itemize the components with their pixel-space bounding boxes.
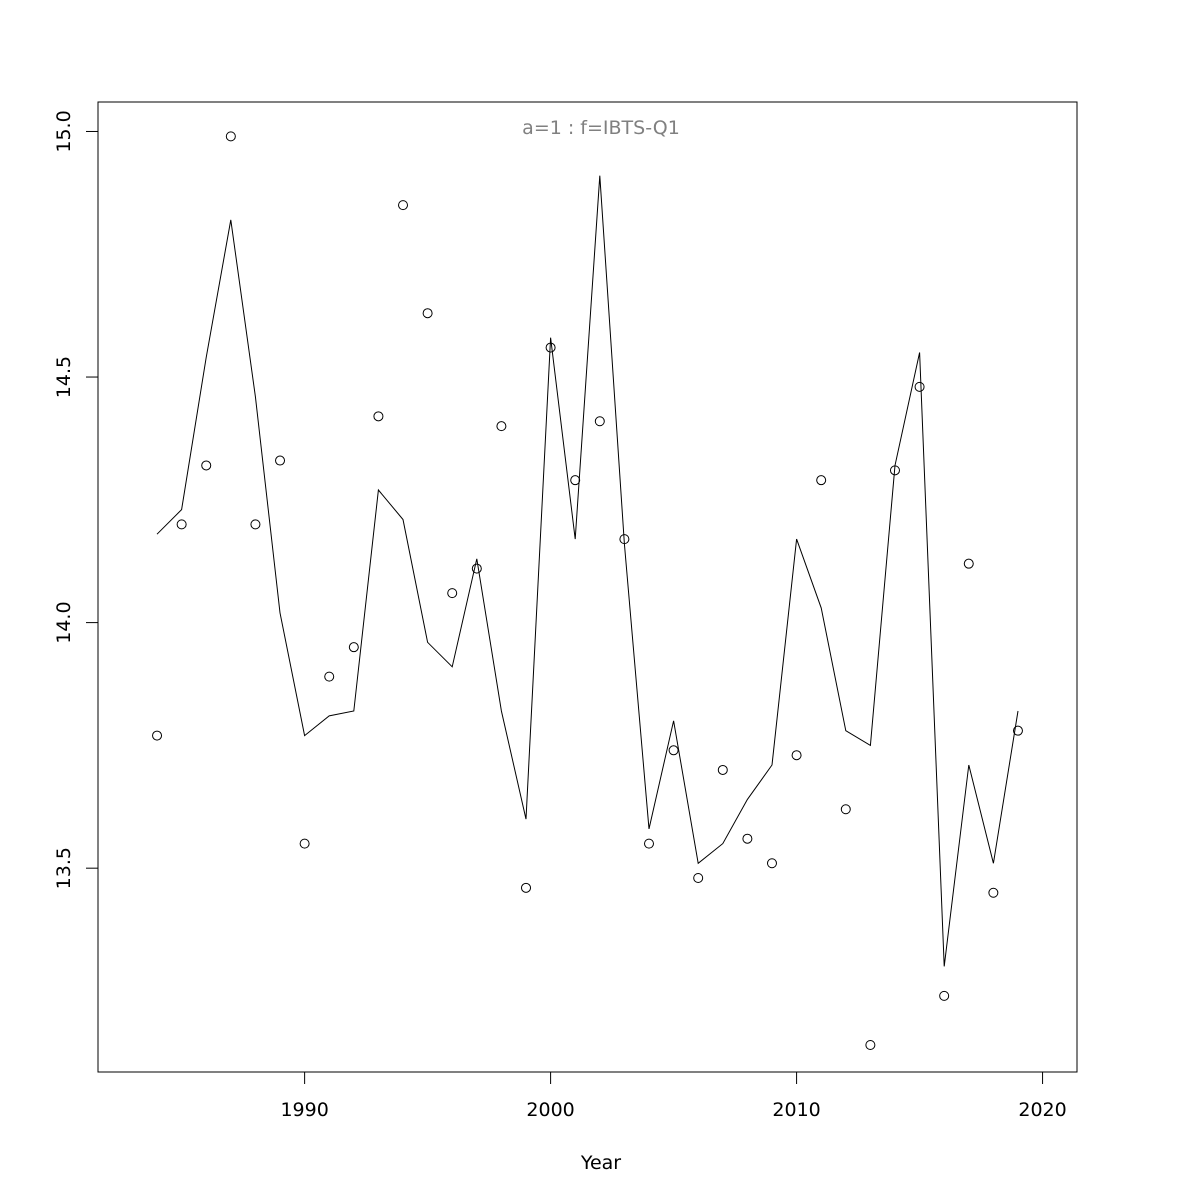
- x-tick-label: 2020: [1018, 1099, 1066, 1121]
- fitted-line-series: [156, 175, 1019, 967]
- x-axis: 1990 2000 2010 2020: [280, 1071, 1067, 1121]
- y-tick-label: 14.5: [53, 356, 75, 398]
- data-point: [840, 804, 851, 815]
- data-point: [914, 381, 925, 392]
- data-point: [791, 750, 802, 761]
- x-tick-label: 2010: [772, 1099, 820, 1121]
- data-point: [299, 838, 310, 849]
- chart-title: a=1 : f=IBTS-Q1: [522, 117, 680, 139]
- data-point: [766, 858, 777, 869]
- data-point: [963, 558, 974, 569]
- data-point: [496, 421, 507, 432]
- y-tick-label: 14.0: [53, 601, 75, 643]
- data-point: [275, 455, 286, 466]
- plot-frame: [97, 101, 1078, 1073]
- y-tick-label: 13.5: [53, 847, 75, 889]
- data-point: [816, 475, 827, 486]
- data-point: [693, 873, 704, 883]
- data-point: [594, 416, 605, 427]
- data-point: [545, 342, 556, 353]
- fitted-line: [156, 175, 1019, 967]
- x-tick-label: 1990: [280, 1099, 328, 1121]
- data-point: [176, 519, 187, 530]
- data-point: [225, 131, 236, 142]
- data-point: [668, 745, 679, 756]
- data-point: [422, 308, 433, 319]
- data-point: [939, 990, 950, 1001]
- y-tick-label: 15.0: [53, 110, 75, 152]
- data-point: [373, 411, 384, 422]
- observed-points-series: [152, 131, 1023, 1050]
- data-point: [348, 642, 359, 653]
- data-point: [250, 519, 261, 530]
- y-axis: 13.5 14.0 14.5 15.0: [53, 110, 99, 889]
- data-point: [324, 671, 335, 682]
- data-point: [398, 200, 409, 211]
- data-point: [717, 764, 728, 775]
- data-point: [742, 833, 753, 844]
- data-point: [471, 563, 482, 574]
- data-point: [988, 887, 999, 898]
- data-point: [619, 534, 630, 545]
- data-point: [865, 1039, 876, 1050]
- data-point: [152, 730, 163, 741]
- data-point: [889, 465, 900, 476]
- x-axis-label: Year: [580, 1152, 621, 1174]
- data-point: [570, 475, 581, 486]
- data-point: [1012, 725, 1023, 736]
- data-point: [643, 838, 654, 849]
- x-tick-label: 2000: [526, 1099, 574, 1121]
- data-point: [521, 882, 532, 893]
- data-point: [201, 460, 212, 471]
- data-point: [447, 588, 458, 599]
